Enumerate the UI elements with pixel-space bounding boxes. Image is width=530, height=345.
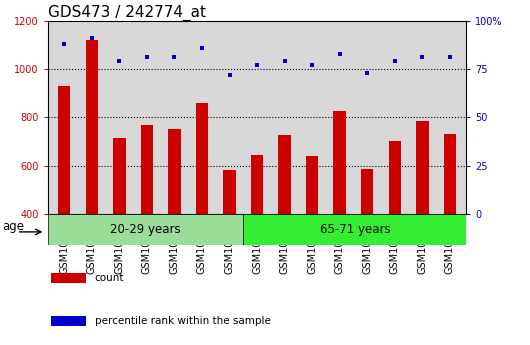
- Bar: [168, 129, 181, 310]
- Bar: [51, 316, 86, 326]
- Bar: [58, 86, 70, 310]
- Bar: [251, 155, 263, 310]
- Bar: [306, 156, 319, 310]
- Bar: [196, 103, 208, 310]
- Text: age: age: [2, 220, 24, 233]
- Bar: [388, 141, 401, 310]
- Bar: [416, 121, 429, 310]
- Bar: [51, 273, 86, 283]
- Bar: [223, 170, 236, 310]
- Text: percentile rank within the sample: percentile rank within the sample: [94, 316, 270, 326]
- Bar: [48, 214, 243, 245]
- Text: GDS473 / 242774_at: GDS473 / 242774_at: [48, 4, 206, 21]
- Bar: [333, 111, 346, 310]
- Bar: [243, 214, 466, 245]
- Text: 65-71 years: 65-71 years: [320, 223, 390, 236]
- Bar: [85, 40, 98, 310]
- Text: 20-29 years: 20-29 years: [110, 223, 181, 236]
- Bar: [361, 169, 374, 310]
- Bar: [278, 136, 291, 310]
- Bar: [444, 134, 456, 310]
- Bar: [113, 138, 126, 310]
- Text: count: count: [94, 273, 124, 283]
- Bar: [140, 125, 153, 310]
